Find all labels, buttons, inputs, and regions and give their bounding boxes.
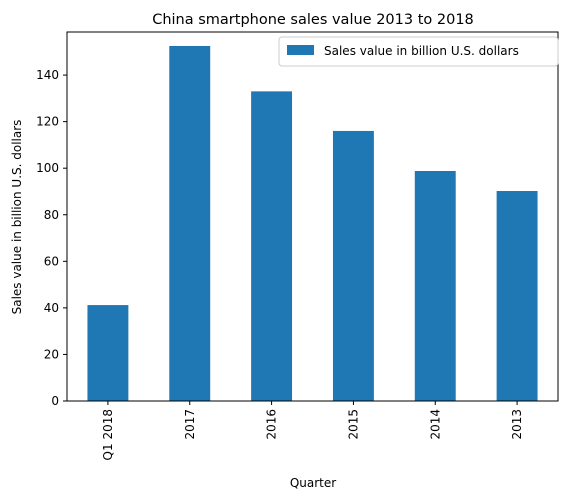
bar-2016 — [251, 91, 293, 401]
x-tick-label: 2014 — [428, 409, 442, 440]
chart-title: China smartphone sales value 2013 to 201… — [152, 12, 474, 28]
y-tick-label: 140 — [36, 68, 59, 82]
x-tick-label: 2016 — [265, 409, 279, 440]
y-tick-label: 20 — [44, 347, 59, 361]
x-axis-label: Quarter — [290, 476, 336, 490]
x-tick-label: 2013 — [510, 409, 524, 440]
y-tick-label: 60 — [44, 254, 59, 268]
y-tick-label: 40 — [44, 301, 59, 315]
legend-label: Sales value in billion U.S. dollars — [324, 44, 519, 58]
y-tick-label: 120 — [36, 115, 59, 129]
bar-2013 — [496, 191, 538, 401]
y-tick-label: 80 — [44, 208, 59, 222]
x-tick-label: 2015 — [346, 409, 360, 440]
legend-frame — [278, 36, 559, 67]
y-tick-label: 100 — [36, 161, 59, 175]
bars-layer — [87, 45, 538, 402]
y-axis-label: Sales value in billion U.S. dollars — [10, 120, 24, 315]
ticks-layer: 0 20 40 60 80 100 120 140 Q1 2018 2017 2016 2015 201… — [36, 68, 524, 460]
bar-2015 — [332, 130, 374, 401]
bar-q1-2018 — [87, 305, 129, 401]
plot-frame — [66, 31, 559, 402]
y-tick-label: 0 — [51, 394, 59, 408]
legend: Sales value in billion U.S. dollars — [278, 36, 559, 67]
x-tick-label: Q1 2018 — [101, 409, 115, 460]
bar-2017 — [169, 45, 211, 402]
legend-swatch — [287, 45, 314, 55]
x-tick-label: 2017 — [183, 409, 197, 440]
bar-2014 — [414, 170, 456, 401]
axes-layer — [66, 31, 559, 402]
